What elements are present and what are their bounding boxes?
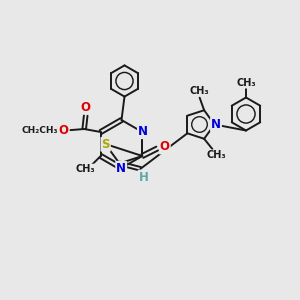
Text: CH₃: CH₃ xyxy=(190,86,209,96)
Text: O: O xyxy=(160,140,170,154)
Text: N: N xyxy=(211,118,221,131)
Text: H: H xyxy=(139,171,148,184)
Text: CH₃: CH₃ xyxy=(75,164,95,175)
Text: CH₂CH₃: CH₂CH₃ xyxy=(22,126,58,135)
Text: N: N xyxy=(116,162,126,175)
Text: O: O xyxy=(80,100,90,114)
Text: CH₃: CH₃ xyxy=(236,77,256,88)
Text: S: S xyxy=(101,138,110,151)
Text: CH₃: CH₃ xyxy=(207,150,226,160)
Text: O: O xyxy=(59,124,69,137)
Text: N: N xyxy=(138,125,148,138)
